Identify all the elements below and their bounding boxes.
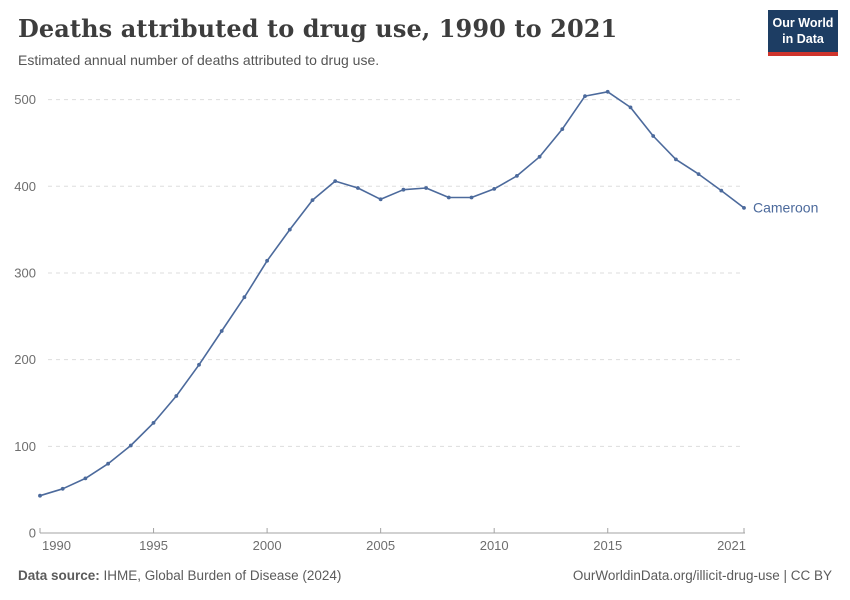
x-tick-label-2021: 2021 [717, 538, 746, 553]
y-tick-label-200: 200 [14, 352, 36, 367]
data-point-1998[interactable] [219, 329, 224, 333]
x-tick-label-2000: 2000 [253, 538, 282, 553]
chart-subtitle: Estimated annual number of deaths attrib… [18, 52, 380, 68]
data-point-2006[interactable] [401, 187, 406, 192]
data-point-2013[interactable] [560, 127, 565, 131]
owid-logo-line1: Our World [772, 16, 834, 30]
data-point-2014[interactable] [583, 94, 587, 98]
data-source-note: Data source: IHME, Global Burden of Dise… [18, 568, 341, 583]
data-point-2003[interactable] [333, 179, 338, 184]
chart-footer: Data source: IHME, Global Burden of Dise… [18, 568, 832, 583]
data-point-1990[interactable] [38, 493, 42, 498]
y-tick-label-400: 400 [14, 179, 36, 194]
y-tick-label-0: 0 [29, 526, 36, 541]
owid-logo[interactable]: Our World in Data [768, 10, 838, 56]
data-source-label: Data source: [18, 568, 100, 583]
data-point-1995[interactable] [151, 421, 156, 425]
data-point-2001[interactable] [287, 227, 292, 232]
data-point-1992[interactable] [83, 476, 88, 481]
data-point-2011[interactable] [515, 174, 519, 178]
x-tick-label-2005: 2005 [366, 538, 395, 553]
series-line-cameroon[interactable] [39, 91, 745, 497]
page-title: Deaths attributed to drug use, 1990 to 2… [18, 14, 618, 43]
x-tick-label-2015: 2015 [593, 538, 622, 553]
data-point-2020[interactable] [719, 188, 724, 193]
data-point-1996[interactable] [174, 394, 179, 398]
data-point-1994[interactable] [128, 443, 133, 448]
data-point-1999[interactable] [242, 295, 247, 300]
data-point-1997[interactable] [197, 362, 201, 367]
data-point-2017[interactable] [651, 134, 656, 138]
x-tick-label-2010: 2010 [480, 538, 509, 553]
data-point-2007[interactable] [424, 186, 428, 190]
y-tick-label-100: 100 [14, 439, 36, 454]
data-point-2016[interactable] [628, 105, 633, 110]
data-point-1993[interactable] [106, 461, 110, 466]
data-point-2019[interactable] [696, 172, 701, 177]
entity-label-cameroon[interactable]: Cameroon [753, 199, 818, 215]
data-point-2021[interactable] [742, 206, 746, 210]
data-point-2008[interactable] [446, 195, 451, 200]
x-tick-label-1995: 1995 [139, 538, 168, 553]
data-point-2005[interactable] [378, 197, 383, 202]
data-point-2012[interactable] [537, 154, 542, 159]
data-point-2015[interactable] [605, 89, 610, 94]
data-point-2018[interactable] [674, 157, 678, 162]
data-point-2009[interactable] [469, 195, 474, 200]
data-point-2002[interactable] [310, 198, 315, 203]
attribution-link[interactable]: OurWorldinData.org/illicit-drug-use | CC… [572, 568, 832, 583]
x-tick-label-1990: 1990 [42, 538, 71, 553]
owid-logo-line2: in Data [782, 32, 824, 47]
data-point-2004[interactable] [356, 186, 360, 190]
y-tick-label-500: 500 [14, 92, 36, 107]
data-point-1991[interactable] [60, 486, 65, 491]
data-point-2000[interactable] [265, 258, 269, 263]
data-point-2010[interactable] [492, 187, 497, 191]
data-source-text: IHME, Global Burden of Disease (2024) [99, 568, 342, 583]
y-tick-label-300: 300 [14, 265, 36, 280]
